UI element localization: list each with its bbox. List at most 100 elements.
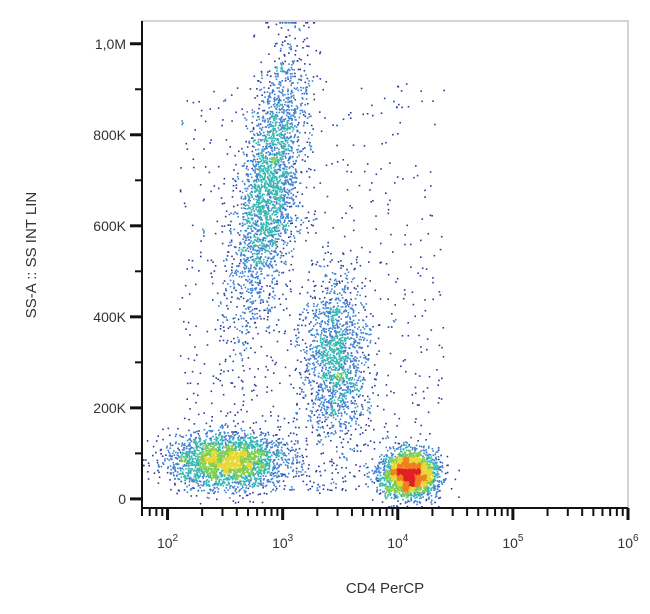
- event-dot: [331, 328, 334, 330]
- event-dot: [252, 163, 254, 166]
- event-dot: [249, 192, 251, 195]
- event-dot: [259, 229, 262, 232]
- event-dot: [320, 354, 322, 356]
- event-dot: [367, 417, 370, 420]
- event-dot: [342, 377, 345, 380]
- event-dot: [310, 388, 313, 391]
- event-dot: [284, 125, 286, 127]
- event-dot: [169, 434, 171, 437]
- event-dot: [273, 222, 275, 224]
- event-dot: [272, 114, 274, 116]
- event-dot: [184, 455, 187, 457]
- event-dot: [266, 225, 269, 228]
- event-dot: [281, 153, 284, 155]
- event-dot: [282, 70, 284, 72]
- event-dot: [235, 187, 238, 189]
- event-dot: [339, 384, 341, 386]
- event-dot: [337, 379, 339, 381]
- event-dot: [265, 221, 267, 224]
- event-dot: [286, 244, 288, 247]
- event-dot: [300, 74, 302, 77]
- event-dot: [285, 298, 287, 300]
- event-dot: [235, 491, 238, 494]
- event-dot: [290, 230, 292, 233]
- event-dot: [256, 255, 259, 257]
- event-dot: [252, 161, 254, 163]
- event-dot: [285, 71, 287, 73]
- event-dot: [278, 464, 280, 467]
- event-dot: [274, 45, 276, 47]
- event-dot: [252, 217, 254, 220]
- event-dot: [332, 326, 334, 328]
- event-dot: [296, 151, 299, 153]
- event-dot: [368, 401, 371, 403]
- event-dot: [281, 272, 283, 274]
- event-dot: [278, 175, 281, 177]
- event-dot: [347, 386, 349, 389]
- event-dot: [326, 344, 329, 347]
- event-dot: [314, 403, 317, 405]
- event-dot: [274, 43, 277, 45]
- event-dot: [271, 207, 274, 209]
- event-dot: [157, 482, 160, 484]
- event-dot: [372, 325, 374, 328]
- event-dot: [252, 460, 255, 463]
- event-dot: [287, 173, 290, 176]
- event-dot: [324, 365, 326, 367]
- event-dot: [279, 143, 282, 146]
- event-dot: [290, 109, 293, 111]
- event-dot: [359, 433, 362, 436]
- event-dot: [344, 287, 346, 289]
- event-dot: [331, 298, 333, 300]
- event-dot: [283, 153, 285, 155]
- event-dot: [220, 457, 223, 459]
- event-dot: [259, 208, 261, 210]
- event-dot: [314, 315, 316, 317]
- event-dot: [334, 376, 336, 378]
- event-dot: [328, 328, 330, 330]
- event-dot: [256, 175, 259, 177]
- event-dot: [290, 290, 292, 293]
- event-dot: [336, 385, 338, 388]
- event-dot: [220, 465, 222, 467]
- event-dot: [342, 400, 345, 403]
- event-dot: [319, 182, 322, 184]
- event-dot: [248, 291, 250, 294]
- event-dot: [304, 316, 307, 319]
- event-dot: [311, 309, 314, 312]
- event-dot: [255, 142, 258, 145]
- event-dot: [265, 365, 267, 368]
- event-dot: [340, 294, 343, 296]
- event-dot: [366, 333, 368, 335]
- event-dot: [258, 282, 260, 284]
- event-dot: [341, 368, 344, 370]
- event-dot: [331, 288, 333, 290]
- event-dot: [212, 448, 214, 451]
- event-dot: [339, 299, 341, 302]
- event-dot: [295, 126, 298, 128]
- event-dot: [274, 242, 277, 244]
- event-dot: [287, 145, 290, 147]
- event-dot: [246, 215, 249, 217]
- event-dot: [290, 188, 293, 191]
- event-dot: [336, 378, 338, 381]
- event-dot: [351, 308, 353, 310]
- event-dot: [256, 221, 258, 224]
- event-dot: [326, 339, 328, 341]
- event-dot: [242, 224, 244, 226]
- event-dot: [342, 438, 345, 441]
- event-dot: [259, 240, 262, 243]
- event-dot: [347, 385, 350, 388]
- event-dot: [269, 230, 272, 232]
- event-dot: [367, 366, 370, 369]
- event-dot: [281, 140, 284, 143]
- event-dot: [331, 397, 333, 399]
- event-dot: [341, 403, 343, 406]
- event-dot: [272, 236, 274, 238]
- event-dot: [304, 342, 307, 345]
- event-dot: [303, 397, 305, 399]
- event-dot: [346, 332, 348, 335]
- event-dot: [264, 212, 266, 215]
- event-dot: [270, 260, 272, 263]
- event-dot: [347, 407, 350, 410]
